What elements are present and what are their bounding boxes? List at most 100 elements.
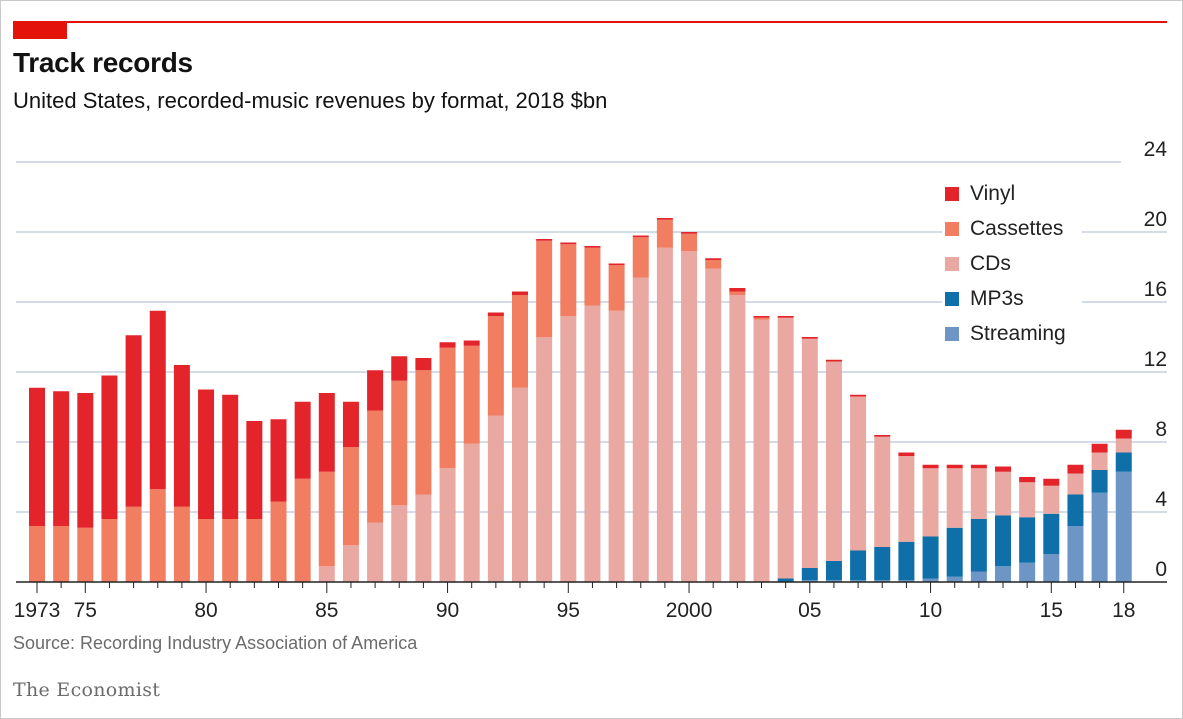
bar-segment-vinyl (487, 312, 504, 316)
bar-segment-vinyl (825, 359, 842, 362)
bar-segment-vinyl (53, 391, 70, 526)
bar-segment-cassettes (125, 506, 142, 582)
bar-segment-vinyl (198, 389, 215, 519)
y-tick-label: 24 (1144, 138, 1168, 161)
y-tick-label: 8 (1155, 418, 1167, 441)
bar-segment-cds (512, 387, 528, 582)
bar-segment-cassettes (270, 501, 287, 582)
bar-segment-cassettes (246, 519, 263, 582)
legend-backdrop (942, 245, 1082, 275)
legend-swatch-cds (945, 257, 959, 271)
bar-segment-cds (850, 396, 867, 551)
bar-segment-mp3s (1067, 494, 1084, 526)
bar-segment-vinyl (1067, 464, 1084, 474)
x-tick-label: 10 (919, 599, 942, 622)
bar-segment-vinyl (29, 387, 45, 526)
bar-segment-vinyl (367, 370, 384, 411)
bar-segment-cassettes (729, 291, 746, 295)
bar-segment-mp3s (825, 561, 842, 581)
bar-segment-mp3s (874, 547, 891, 581)
bar-segment-cds (656, 247, 673, 582)
bar-segment-vinyl (439, 342, 456, 348)
bar-segment-vinyl (705, 258, 722, 260)
bar-segment-cassettes (367, 410, 384, 523)
bar-segment-cds (898, 456, 915, 542)
bar-segment-cds (1043, 485, 1060, 514)
chart-title: Track records (13, 47, 193, 78)
bar-segment-cds (946, 468, 963, 528)
bar-segment-cassettes (608, 265, 625, 311)
bar-segment-cassettes (149, 489, 166, 582)
bar-segment-cds (608, 310, 625, 582)
bar-segment-streaming (946, 576, 963, 582)
bar-segment-vinyl (729, 288, 746, 292)
bar-segment-streaming (995, 566, 1011, 582)
bar-segment-mp3s (922, 536, 939, 579)
legend-label: Cassettes (970, 217, 1063, 240)
bar-segment-streaming (801, 580, 818, 582)
bar-segment-vinyl (1019, 477, 1036, 483)
bar-segment-vinyl (874, 435, 891, 437)
bars (29, 218, 1132, 582)
x-tick-label: 95 (557, 599, 580, 622)
bar-segment-mp3s (1091, 470, 1108, 493)
bar-segment-streaming (898, 580, 915, 582)
legend-label: Vinyl (970, 182, 1015, 205)
bar-segment-cassettes (342, 447, 359, 546)
bar-segment-cassettes (656, 219, 673, 248)
bar-segment-vinyl (850, 394, 867, 397)
bar-segment-cds (995, 471, 1011, 516)
bar-segment-cds (777, 317, 794, 579)
bar-segment-streaming (1019, 562, 1036, 582)
bar-segment-vinyl (77, 393, 94, 528)
bar-segment-cds (753, 319, 770, 582)
bar-segment-cassettes (294, 478, 311, 582)
legend-backdrop (942, 280, 1082, 310)
bar-segment-cds (560, 316, 577, 582)
bar-segment-vinyl (125, 335, 142, 507)
bar-segment-cds (318, 566, 335, 582)
bar-segment-cassettes (560, 244, 577, 316)
y-tick-label: 0 (1155, 558, 1167, 581)
bar-segment-cassettes (415, 370, 432, 495)
bar-segment-cds (632, 277, 649, 582)
bar-segment-streaming (850, 580, 867, 582)
legend: Vinyl Cassettes CDs MP3s Streaming (942, 175, 1082, 345)
bar-segment-vinyl (560, 242, 577, 245)
bar-segment-cassettes (681, 233, 698, 252)
bar-segment-streaming (922, 578, 939, 582)
bar-segment-streaming (1067, 526, 1084, 582)
bar-segment-mp3s (801, 568, 818, 581)
top-rule (13, 21, 1167, 23)
bar-segment-vinyl (512, 291, 528, 295)
legend-backdrop (942, 175, 1082, 205)
bar-segment-cds (705, 268, 722, 582)
bar-segment-cds (922, 468, 939, 537)
bar-segment-vinyl (149, 310, 166, 490)
bar-segment-cassettes (29, 526, 45, 582)
bar-segment-vinyl (294, 401, 311, 479)
bar-segment-vinyl (270, 419, 287, 502)
bar-segment-cassettes (463, 345, 480, 444)
bar-segment-vinyl (584, 246, 601, 248)
x-tick-label: 90 (436, 599, 459, 622)
bar-segment-vinyl (608, 263, 625, 266)
x-tick-label: 18 (1112, 599, 1135, 622)
bar-segment-streaming (1091, 492, 1108, 582)
bar-segment-vinyl (777, 316, 794, 318)
bar-segment-cds (415, 494, 432, 582)
y-tick-label: 20 (1144, 208, 1167, 231)
legend-swatch-streaming (945, 327, 959, 341)
bar-segment-cassettes (391, 380, 408, 505)
bar-segment-cds (874, 436, 891, 547)
economist-logo: The Economist (13, 679, 161, 701)
bar-segment-vinyl (632, 235, 649, 238)
bar-segment-cds (463, 443, 480, 582)
bar-segment-vinyl (246, 421, 263, 519)
x-axis: 1973 75 80 85 90 95 2000 05 10 15 18 (14, 581, 1167, 622)
bar-segment-cassettes (77, 527, 94, 582)
legend-label: MP3s (970, 287, 1024, 310)
bar-segment-mp3s (946, 527, 963, 577)
bar-segment-vinyl (922, 464, 939, 469)
legend-backdrop (942, 315, 1082, 345)
